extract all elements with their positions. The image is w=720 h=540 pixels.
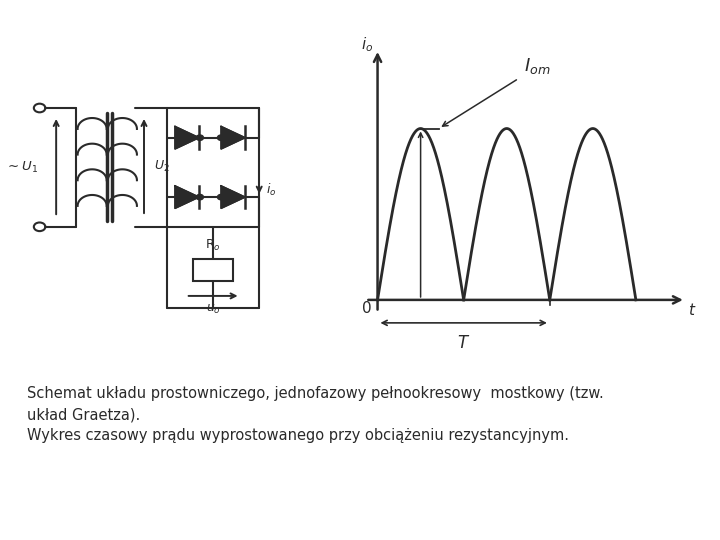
Text: $i_o$: $i_o$	[266, 182, 276, 198]
Text: $i_o$: $i_o$	[361, 36, 373, 55]
Text: $u_o$: $u_o$	[206, 302, 220, 315]
Text: U$_2$: U$_2$	[154, 159, 170, 174]
Polygon shape	[221, 126, 246, 149]
Text: $t$: $t$	[688, 302, 696, 319]
Circle shape	[197, 135, 204, 140]
Text: $0$: $0$	[361, 300, 372, 316]
Polygon shape	[175, 186, 199, 208]
Text: $I_{om}$: $I_{om}$	[523, 56, 550, 76]
Circle shape	[217, 194, 225, 200]
Text: $T$: $T$	[457, 334, 470, 353]
Text: R$_o$: R$_o$	[205, 238, 221, 253]
Text: $\sim$U$_1$: $\sim$U$_1$	[5, 160, 38, 175]
Circle shape	[197, 194, 204, 200]
Polygon shape	[221, 186, 246, 208]
Polygon shape	[175, 126, 199, 149]
FancyBboxPatch shape	[193, 259, 233, 281]
Text: Schemat układu prostowniczego, jednofazowy pełnookresowy  mostkowy (tzw.
układ G: Schemat układu prostowniczego, jednofazo…	[27, 386, 604, 443]
Circle shape	[217, 135, 225, 140]
